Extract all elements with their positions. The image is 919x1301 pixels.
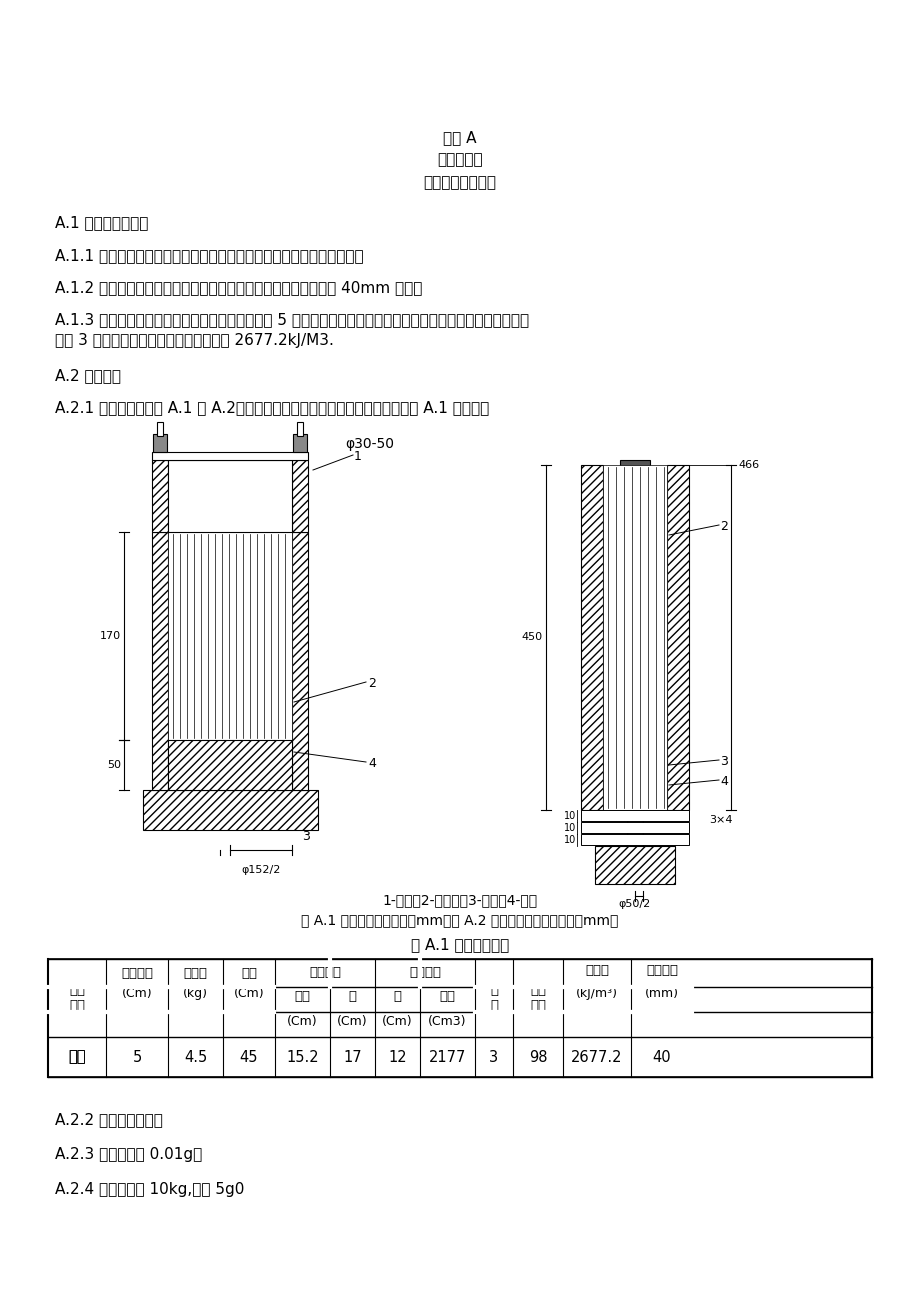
Text: (kJ/m³): (kJ/m³) bbox=[575, 987, 618, 1000]
Bar bbox=[152, 451, 308, 461]
Text: (mm): (mm) bbox=[644, 987, 678, 1000]
Text: A.2.4 台秤：称量 10kg,感量 5g0: A.2.4 台秤：称量 10kg,感量 5g0 bbox=[55, 1183, 244, 1197]
Bar bbox=[168, 740, 291, 790]
Text: 试样尺寸: 试样尺寸 bbox=[409, 967, 440, 980]
Text: 3×4: 3×4 bbox=[709, 814, 732, 825]
Bar bbox=[291, 461, 308, 532]
Text: (Cm): (Cm) bbox=[287, 1015, 317, 1028]
Text: 最大粒径: 最大粒径 bbox=[645, 964, 677, 977]
Text: 锤底直径: 锤底直径 bbox=[121, 967, 153, 980]
Bar bbox=[142, 790, 318, 830]
Text: 径的 3 倍以上。单位体积击实功能控制在 2677.2kJ/M3.: 径的 3 倍以上。单位体积击实功能控制在 2677.2kJ/M3. bbox=[55, 333, 334, 347]
Bar bbox=[581, 834, 688, 846]
Bar bbox=[157, 422, 163, 436]
Text: 3: 3 bbox=[301, 830, 310, 843]
Text: 重型: 重型 bbox=[68, 1050, 85, 1064]
Text: 2: 2 bbox=[720, 520, 727, 533]
Text: （规范性）: （规范性） bbox=[437, 152, 482, 167]
Text: 3: 3 bbox=[489, 1050, 498, 1064]
Text: 试筒尺寸: 试筒尺寸 bbox=[309, 967, 341, 980]
Bar bbox=[152, 532, 168, 790]
Text: 15.2: 15.2 bbox=[286, 1050, 319, 1064]
Text: 4: 4 bbox=[368, 757, 376, 770]
Bar bbox=[291, 532, 308, 790]
Text: 2: 2 bbox=[368, 677, 376, 690]
Text: 高: 高 bbox=[348, 990, 357, 1003]
Text: A.1.3 试筒要求其尺寸大于土样中最大颗粒粒径的 5 倍以上，并且击实试验的分层厚度应大于土样中最大颗粒粒: A.1.3 试筒要求其尺寸大于土样中最大颗粒粒径的 5 倍以上，并且击实试验的分… bbox=[55, 312, 528, 327]
Text: 击实功: 击实功 bbox=[584, 964, 608, 977]
Text: 170: 170 bbox=[100, 631, 121, 641]
Text: A.2.3 天平：感量 0.01g。: A.2.3 天平：感量 0.01g。 bbox=[55, 1147, 202, 1162]
Text: (Cm): (Cm) bbox=[121, 987, 153, 1000]
Text: 图 A.1 击实筒（尺寸单位：mm）图 A.2 击锤和导杆（尺寸单位：mm）: 图 A.1 击实筒（尺寸单位：mm）图 A.2 击锤和导杆（尺寸单位：mm） bbox=[301, 913, 618, 928]
Bar bbox=[168, 461, 291, 532]
Text: 表 A.1 击实试验要求: 表 A.1 击实试验要求 bbox=[411, 937, 508, 952]
Bar bbox=[602, 464, 666, 811]
Text: (Cm): (Cm) bbox=[337, 1015, 368, 1028]
Bar bbox=[153, 435, 167, 451]
Text: 3: 3 bbox=[720, 755, 727, 768]
Text: 450: 450 bbox=[521, 632, 542, 641]
Text: 98: 98 bbox=[528, 1050, 547, 1064]
Bar bbox=[666, 464, 688, 811]
Text: 内径: 内径 bbox=[294, 990, 311, 1003]
Bar bbox=[619, 461, 650, 481]
Text: A.2 仪器设备: A.2 仪器设备 bbox=[55, 368, 121, 382]
Text: A.1 目的和适用范围: A.1 目的和适用范围 bbox=[55, 215, 148, 230]
Text: 4.5: 4.5 bbox=[184, 1050, 207, 1064]
Text: 2177: 2177 bbox=[428, 1050, 466, 1064]
Text: A.1.1 本试验方法适用于海南高液限土及掺水泥或掺碎石改良高液限土。: A.1.1 本试验方法适用于海南高液限土及掺水泥或掺碎石改良高液限土。 bbox=[55, 248, 363, 263]
Text: 1-套筒；2-击实筒；3-底板；4-垫板: 1-套筒；2-击实筒；3-底板；4-垫板 bbox=[382, 892, 537, 907]
Text: 试验
方法: 试验 方法 bbox=[69, 984, 85, 1012]
Bar bbox=[168, 532, 291, 740]
Text: 2677.2: 2677.2 bbox=[571, 1050, 622, 1064]
Text: 湿法重型击实试验: 湿法重型击实试验 bbox=[423, 176, 496, 190]
Bar bbox=[152, 461, 168, 532]
Text: 落高: 落高 bbox=[241, 967, 256, 980]
Text: A.2.2 烘箱及干燥器。: A.2.2 烘箱及干燥器。 bbox=[55, 1112, 163, 1127]
Text: (Cm): (Cm) bbox=[233, 987, 264, 1000]
Text: 12: 12 bbox=[388, 1050, 406, 1064]
Text: 每层
击数: 每层 击数 bbox=[529, 984, 545, 1012]
Text: 4: 4 bbox=[720, 775, 727, 788]
Text: 466: 466 bbox=[737, 461, 758, 470]
Text: (Cm): (Cm) bbox=[381, 1015, 413, 1028]
Text: 45: 45 bbox=[240, 1050, 258, 1064]
Text: A.2.1 标准击实仪（图 A.1 和 A.2）。击实试验方法和相应设备的主要参数见表 A.1 的规定。: A.2.1 标准击实仪（图 A.1 和 A.2）。击实试验方法和相应设备的主要参… bbox=[55, 399, 489, 415]
Bar bbox=[627, 481, 642, 856]
Bar bbox=[581, 822, 688, 833]
Text: 10: 10 bbox=[563, 824, 575, 833]
Text: 17: 17 bbox=[343, 1050, 361, 1064]
Text: 高: 高 bbox=[393, 990, 401, 1003]
Text: 5: 5 bbox=[132, 1050, 142, 1064]
Text: (Cm3): (Cm3) bbox=[427, 1015, 466, 1028]
Bar bbox=[581, 464, 602, 811]
Text: φ152/2: φ152/2 bbox=[241, 865, 280, 876]
Text: 10: 10 bbox=[563, 811, 575, 821]
Text: 附录 A: 附录 A bbox=[443, 130, 476, 144]
Text: (kg): (kg) bbox=[183, 987, 208, 1000]
Text: 层
数: 层 数 bbox=[490, 984, 497, 1012]
Text: 体积: 体积 bbox=[439, 990, 455, 1003]
Bar bbox=[297, 422, 302, 436]
Text: 1: 1 bbox=[354, 450, 361, 463]
Text: φ30-50: φ30-50 bbox=[346, 437, 394, 451]
Text: 锤质量: 锤质量 bbox=[183, 967, 208, 980]
Text: φ50/2: φ50/2 bbox=[618, 899, 651, 909]
Bar bbox=[292, 435, 307, 451]
Text: 50: 50 bbox=[107, 760, 121, 770]
Text: A.1.2 本试验为湿土法重型击实，重型击实试验适用于粒径不大于 40mm 的土。: A.1.2 本试验为湿土法重型击实，重型击实试验适用于粒径不大于 40mm 的土… bbox=[55, 280, 422, 295]
Bar bbox=[581, 811, 688, 821]
Text: 40: 40 bbox=[652, 1050, 671, 1064]
Text: 重型: 重型 bbox=[68, 1050, 85, 1064]
Bar bbox=[595, 846, 675, 883]
Text: 10: 10 bbox=[563, 835, 575, 846]
